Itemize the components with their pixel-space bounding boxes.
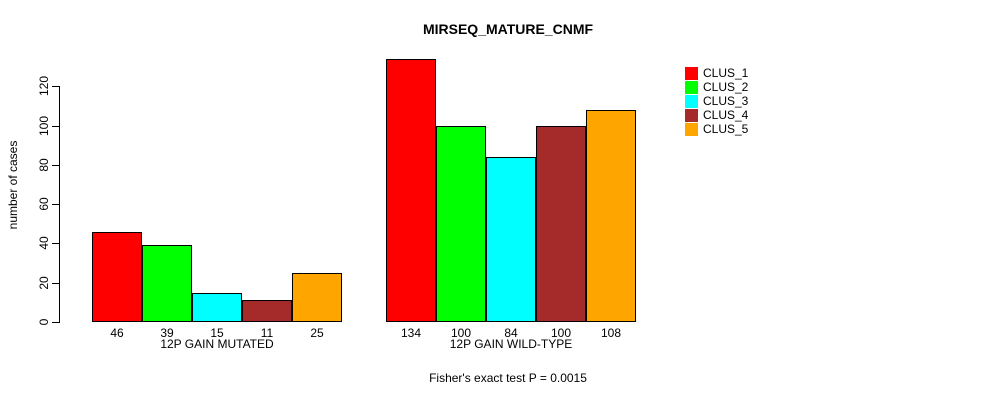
bar-value-label: 25	[310, 326, 324, 340]
legend-item: CLUS_4	[685, 109, 748, 122]
y-tick-mark	[52, 126, 59, 127]
y-tick-mark	[52, 322, 59, 323]
y-axis-line	[59, 86, 60, 323]
group-label: 12P GAIN WILD-TYPE	[449, 337, 573, 351]
bar-value-label: 108	[600, 326, 622, 340]
legend-swatch-icon	[685, 109, 698, 122]
bar-clus_2	[436, 126, 486, 322]
y-tick-label: 120	[37, 75, 51, 97]
legend-label: CLUS_5	[703, 122, 749, 136]
legend-item: CLUS_5	[685, 123, 748, 136]
legend-swatch-icon	[685, 95, 698, 108]
bar-clus_1	[386, 59, 436, 322]
legend-label: CLUS_1	[703, 66, 749, 80]
y-tick-label: 20	[37, 276, 51, 290]
y-tick-mark	[52, 204, 59, 205]
y-tick-mark	[52, 243, 59, 244]
legend-item: CLUS_1	[685, 67, 748, 80]
bar-clus_2	[142, 245, 192, 322]
y-tick-label: 40	[37, 236, 51, 250]
y-tick-label: 0	[37, 318, 51, 326]
legend-swatch-icon	[685, 123, 698, 136]
bar-value-label: 100	[450, 326, 472, 340]
y-tick-label: 80	[37, 158, 51, 172]
legend-label: CLUS_3	[703, 94, 749, 108]
bar-value-label: 39	[160, 326, 174, 340]
y-tick-mark	[52, 165, 59, 166]
bar-clus_5	[586, 110, 636, 322]
legend-label: CLUS_2	[703, 80, 749, 94]
bar-clus_5	[292, 273, 342, 322]
y-axis-label: number of cases	[6, 140, 20, 230]
bar-clus_4	[242, 300, 292, 322]
bar-value-label: 15	[210, 326, 224, 340]
bar-value-label: 100	[550, 326, 572, 340]
fisher-test-annotation: Fisher's exact test P = 0.0015	[429, 371, 587, 385]
bar-clus_1	[92, 232, 142, 322]
legend-item: CLUS_2	[685, 81, 748, 94]
bar-value-label: 46	[110, 326, 124, 340]
bar-clus_3	[192, 293, 242, 322]
y-tick-label: 100	[37, 115, 51, 137]
legend-swatch-icon	[685, 67, 698, 80]
bar-clus_4	[536, 126, 586, 322]
legend-item: CLUS_3	[685, 95, 748, 108]
y-tick-mark	[52, 283, 59, 284]
bar-value-label: 11	[260, 326, 274, 340]
bar-clus_3	[486, 157, 536, 322]
legend-swatch-icon	[685, 81, 698, 94]
y-tick-label: 60	[37, 197, 51, 211]
bar-value-label: 134	[400, 326, 422, 340]
y-tick-mark	[52, 86, 59, 87]
group-label: 12P GAIN MUTATED	[160, 337, 274, 351]
legend-label: CLUS_4	[703, 108, 749, 122]
chart-title: MIRSEQ_MATURE_CNMF	[422, 21, 594, 37]
bar-value-label: 84	[504, 326, 518, 340]
